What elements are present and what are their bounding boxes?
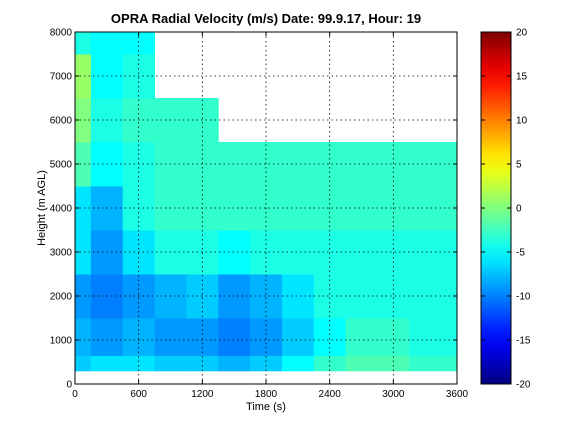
heatmap-cell <box>75 318 92 356</box>
colorbar-tick-label: -5 <box>516 248 525 259</box>
x-axis-ticks: 0 600 1200 1800 2400 3000 3600 <box>72 32 469 400</box>
colorbar-tick-label: -10 <box>516 292 531 303</box>
heatmap-cell <box>75 230 92 275</box>
colorbar-tick-label: 15 <box>516 72 528 83</box>
y-tick-label: 8000 <box>50 28 73 39</box>
colorbar-ticks: 20 15 10 5 0 -5 -10 -15 -20 <box>481 28 531 391</box>
colorbar-tick-label: -20 <box>516 380 531 391</box>
heatmap-cell <box>122 318 156 356</box>
heatmap-cell <box>218 318 251 356</box>
heatmap-cell <box>409 355 442 372</box>
plot-area: 0 600 1200 1800 2400 3000 3600 0 1000 2000 3000 40… <box>50 28 469 401</box>
x-tick-label: 3600 <box>446 389 469 400</box>
heatmap-cell <box>409 142 442 187</box>
y-tick-label: 0 <box>66 380 72 391</box>
heatmap-cell <box>75 355 92 372</box>
heatmap-cell <box>218 142 251 187</box>
heatmap-cell <box>281 318 315 356</box>
heatmap-cell <box>75 54 92 99</box>
x-tick-label: 2400 <box>319 389 342 400</box>
y-tick-label: 5000 <box>50 160 73 171</box>
heatmap-cell <box>90 355 124 372</box>
heatmap-cell <box>345 318 378 356</box>
heatmap-cell <box>281 355 315 372</box>
heatmap-cell <box>250 355 283 372</box>
y-tick-label: 2000 <box>50 292 73 303</box>
x-tick-label: 1200 <box>191 389 214 400</box>
heatmap-cell <box>90 318 124 356</box>
heatmap-cell <box>186 355 219 372</box>
y-axis-label: Height (m AGL) <box>36 170 48 246</box>
heatmap-cell <box>313 355 347 372</box>
heatmap-cell <box>186 142 219 187</box>
heatmap-cell <box>313 318 347 356</box>
heatmap-cells <box>75 32 458 372</box>
heatmap-cell <box>90 32 124 55</box>
heatmap-cell <box>186 230 219 275</box>
heatmap-cell <box>218 355 251 372</box>
heatmap-cell <box>75 186 92 231</box>
heatmap-cell <box>75 142 92 187</box>
colorbar-tick-label: 0 <box>516 204 522 215</box>
y-axis-ticks: 0 1000 2000 3000 4000 5000 6000 7000 8000 <box>50 28 457 391</box>
heatmap-cell <box>377 355 410 372</box>
x-axis-label: Time (s) <box>246 401 286 413</box>
y-tick-label: 3000 <box>50 248 73 259</box>
heatmap-cell <box>377 318 410 356</box>
heatmap-cell <box>75 274 92 319</box>
grid-lines <box>75 32 457 384</box>
heatmap-cell <box>154 355 187 372</box>
heatmap-cell <box>250 318 283 356</box>
heatmap-cell <box>218 274 251 319</box>
colorbar-gradient <box>481 32 511 384</box>
heatmap-cell <box>441 318 458 356</box>
heatmap-cell <box>75 98 92 143</box>
heatmap-cell <box>441 355 458 372</box>
heatmap-cell <box>409 318 442 356</box>
heatmap-cell <box>409 274 442 319</box>
heatmap-cell <box>218 186 251 231</box>
x-tick-label: 1800 <box>255 389 278 400</box>
heatmap-cell <box>345 355 378 372</box>
x-tick-label: 3000 <box>382 389 405 400</box>
y-tick-label: 1000 <box>50 336 73 347</box>
heatmap-cell <box>122 32 156 55</box>
x-tick-label: 600 <box>130 389 147 400</box>
chart-title: OPRA Radial Velocity (m/s) Date: 99.9.17… <box>111 11 421 26</box>
colorbar-tick-label: -15 <box>516 336 531 347</box>
heatmap-cell <box>186 318 219 356</box>
colorbar-tick-label: 5 <box>516 160 522 171</box>
colorbar-tick-label: 10 <box>516 116 528 127</box>
y-tick-label: 7000 <box>50 72 73 83</box>
heatmap-cell <box>409 186 442 231</box>
heatmap-cell <box>409 230 442 275</box>
heatmap-cell <box>218 230 251 275</box>
heatmap-cell <box>75 32 92 55</box>
heatmap-cell <box>122 355 156 372</box>
heatmap-cell <box>154 318 187 356</box>
colorbar-tick-label: 20 <box>516 28 528 39</box>
y-tick-label: 6000 <box>50 116 73 127</box>
colorbar: 20 15 10 5 0 -5 -10 -15 -20 <box>480 28 531 391</box>
x-tick-label: 0 <box>72 389 78 400</box>
y-tick-label: 4000 <box>50 204 73 215</box>
